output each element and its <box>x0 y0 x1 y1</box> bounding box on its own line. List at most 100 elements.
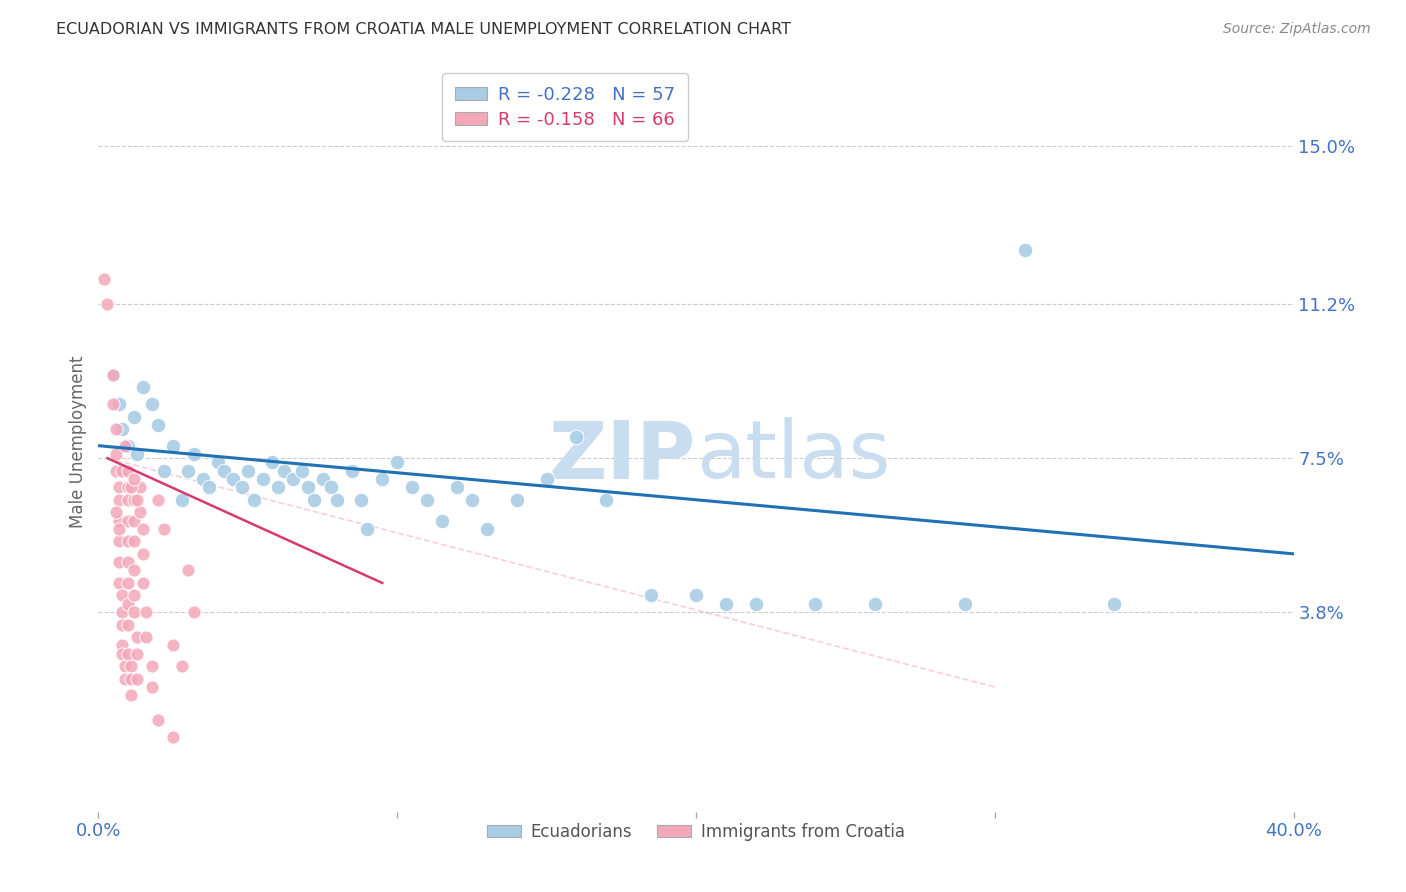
Point <box>114 672 136 686</box>
Point <box>475 522 498 536</box>
Text: ZIP: ZIP <box>548 417 696 495</box>
Point <box>356 522 378 536</box>
Point <box>120 688 142 702</box>
Point <box>321 480 343 494</box>
Point <box>745 597 768 611</box>
Point <box>120 672 142 686</box>
Text: ECUADORIAN VS IMMIGRANTS FROM CROATIA MALE UNEMPLOYMENT CORRELATION CHART: ECUADORIAN VS IMMIGRANTS FROM CROATIA MA… <box>56 22 792 37</box>
Point <box>117 514 139 528</box>
Point <box>198 480 221 494</box>
Point <box>105 505 128 519</box>
Point <box>111 605 134 619</box>
Point <box>446 480 468 494</box>
Point <box>401 480 423 494</box>
Point <box>297 480 319 494</box>
Point <box>114 659 136 673</box>
Point <box>129 480 152 494</box>
Point <box>105 464 128 478</box>
Point <box>124 492 146 507</box>
Point <box>117 439 139 453</box>
Point <box>108 534 131 549</box>
Point <box>124 409 146 424</box>
Point <box>162 439 184 453</box>
Point <box>111 638 134 652</box>
Point <box>108 514 131 528</box>
Point <box>183 605 205 619</box>
Point <box>114 439 136 453</box>
Point <box>108 480 131 494</box>
Text: atlas: atlas <box>696 417 890 495</box>
Legend: Ecuadorians, Immigrants from Croatia: Ecuadorians, Immigrants from Croatia <box>481 816 911 847</box>
Point <box>108 555 131 569</box>
Point <box>132 547 155 561</box>
Point <box>804 597 827 611</box>
Point <box>565 430 588 444</box>
Point <box>127 630 149 644</box>
Point <box>162 638 184 652</box>
Point <box>117 492 139 507</box>
Point <box>135 605 157 619</box>
Point <box>461 492 484 507</box>
Point <box>111 617 134 632</box>
Point <box>108 522 131 536</box>
Point <box>124 472 146 486</box>
Point <box>111 464 134 478</box>
Point <box>105 447 128 461</box>
Point <box>430 514 453 528</box>
Point <box>222 472 245 486</box>
Point <box>231 480 253 494</box>
Point <box>236 464 259 478</box>
Point <box>117 597 139 611</box>
Point <box>111 589 134 603</box>
Point <box>342 464 364 478</box>
Point <box>108 492 131 507</box>
Point <box>281 472 304 486</box>
Point <box>132 380 155 394</box>
Point <box>132 576 155 591</box>
Point <box>536 472 558 486</box>
Point <box>135 630 157 644</box>
Point <box>1014 244 1036 258</box>
Point <box>953 597 976 611</box>
Point <box>177 464 200 478</box>
Point <box>124 514 146 528</box>
Point <box>172 659 194 673</box>
Point <box>127 672 149 686</box>
Point <box>120 480 142 494</box>
Point <box>103 368 125 382</box>
Point <box>252 472 274 486</box>
Point <box>183 447 205 461</box>
Point <box>124 589 146 603</box>
Point <box>260 455 283 469</box>
Point <box>141 659 163 673</box>
Point <box>177 564 200 578</box>
Point <box>371 472 394 486</box>
Point <box>385 455 409 469</box>
Point <box>124 534 146 549</box>
Point <box>117 555 139 569</box>
Point <box>141 680 163 694</box>
Point <box>865 597 887 611</box>
Point <box>162 730 184 744</box>
Point <box>326 492 349 507</box>
Point <box>212 464 235 478</box>
Point <box>124 605 146 619</box>
Point <box>93 272 115 286</box>
Point <box>148 492 170 507</box>
Point <box>127 492 149 507</box>
Point <box>117 480 139 494</box>
Point <box>148 713 170 727</box>
Point <box>207 455 229 469</box>
Point <box>117 576 139 591</box>
Point <box>127 647 149 661</box>
Point <box>132 522 155 536</box>
Point <box>117 647 139 661</box>
Point <box>103 397 125 411</box>
Point <box>108 397 131 411</box>
Point <box>153 464 176 478</box>
Point <box>111 647 134 661</box>
Y-axis label: Male Unemployment: Male Unemployment <box>69 355 87 528</box>
Point <box>685 589 707 603</box>
Point <box>172 492 194 507</box>
Point <box>714 597 737 611</box>
